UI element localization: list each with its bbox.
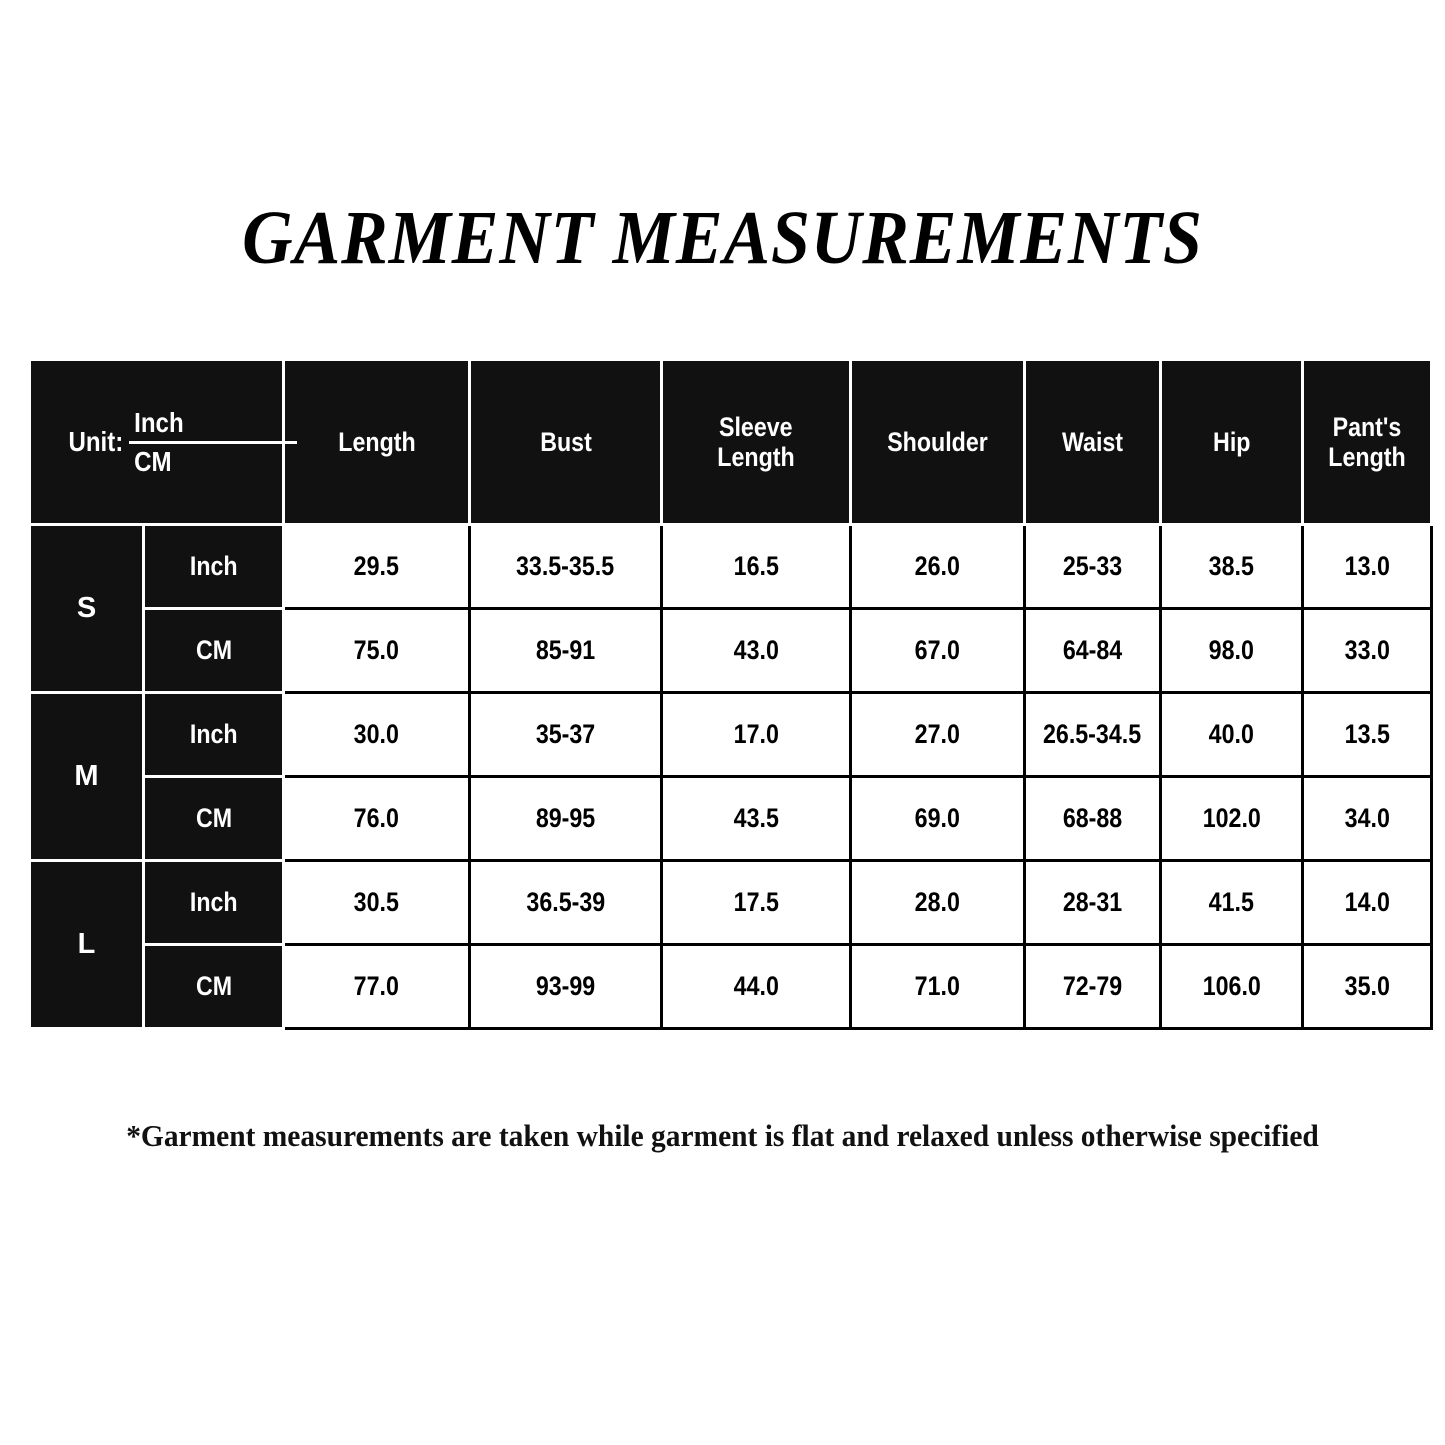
unit-cell-inch-text: Inch bbox=[189, 887, 238, 918]
cell-m-cm-hip: 102.0 bbox=[1159, 775, 1305, 862]
unit-cell-cm: CM bbox=[141, 775, 286, 862]
column-header-pants-line1: Pant's bbox=[1332, 411, 1402, 442]
size-label-m: M bbox=[28, 691, 145, 862]
cell-s-cm-bust: 85-91 bbox=[468, 607, 664, 694]
cell-l-inch-hip: 41.5 bbox=[1159, 859, 1305, 946]
cell-m-cm-length: 76.0 bbox=[282, 775, 472, 862]
size-label-m-text: M bbox=[74, 760, 99, 792]
column-header-sleeve-line1: Sleeve bbox=[719, 411, 793, 442]
cell-l-cm-pants-length: 35.0 bbox=[1301, 943, 1434, 1030]
cell-l-inch-length: 30.5 bbox=[282, 859, 472, 946]
table-row: M Inch 30.0 35-37 17.0 27.0 26.5-34.5 40… bbox=[28, 691, 1434, 862]
column-header-pants-line2: Length bbox=[1328, 442, 1406, 472]
page-title: GARMENT MEASUREMENTS bbox=[242, 196, 1203, 280]
cell-l-inch-pants-length: 14.0 bbox=[1301, 859, 1434, 946]
table-row: CM 77.0 93-99 44.0 71.0 72-79 106.0 35.0 bbox=[30, 943, 1434, 1030]
cell-s-inch-bust: 33.5-35.5 bbox=[468, 523, 664, 610]
cell-m-cm-shoulder: 69.0 bbox=[849, 775, 1027, 862]
cell-l-cm-hip: 106.0 bbox=[1159, 943, 1305, 1030]
column-header-shoulder: Shoulder bbox=[849, 358, 1027, 526]
cell-s-cm-pants-length: 33.0 bbox=[1301, 607, 1434, 694]
cell-l-inch-waist: 28-31 bbox=[1023, 859, 1163, 946]
cell-s-cm-hip: 98.0 bbox=[1159, 607, 1305, 694]
cell-s-inch-pants-length: 13.0 bbox=[1301, 523, 1434, 610]
cell-l-cm-sleeve-length: 44.0 bbox=[660, 943, 853, 1030]
size-label-l: L bbox=[28, 859, 145, 1030]
unit-numerator: Inch bbox=[134, 407, 184, 439]
table-header-row: Unit: Inch CM Length Bust Sleeve Length bbox=[27, 358, 1434, 526]
size-label-l-text: L bbox=[77, 928, 96, 960]
unit-cell-cm-text: CM bbox=[195, 971, 232, 1002]
cell-s-cm-sleeve-length: 43.0 bbox=[660, 607, 853, 694]
column-header-length-label: Length bbox=[337, 426, 416, 457]
size-label-s: S bbox=[28, 523, 145, 694]
cell-l-inch-sleeve-length: 17.5 bbox=[660, 859, 853, 946]
cell-m-inch-shoulder: 27.0 bbox=[849, 691, 1027, 778]
cell-m-inch-hip: 40.0 bbox=[1159, 691, 1305, 778]
unit-header-cell: Unit: Inch CM bbox=[27, 358, 297, 526]
column-header-hip: Hip bbox=[1159, 358, 1305, 526]
measurements-table-container: Unit: Inch CM Length Bust Sleeve Length bbox=[27, 358, 1434, 1030]
cell-m-inch-sleeve-length: 17.0 bbox=[660, 691, 853, 778]
unit-cell-inch: Inch bbox=[141, 691, 286, 778]
cell-s-cm-length: 75.0 bbox=[282, 607, 472, 694]
footnote-text: *Garment measurements are taken while ga… bbox=[126, 1118, 1319, 1153]
cell-m-inch-length: 30.0 bbox=[282, 691, 472, 778]
cell-s-inch-shoulder: 26.0 bbox=[849, 523, 1027, 610]
column-header-bust: Bust bbox=[468, 358, 664, 526]
size-label-s-text: S bbox=[76, 592, 97, 624]
cell-m-inch-bust: 35-37 bbox=[468, 691, 664, 778]
column-header-sleeve-length: Sleeve Length bbox=[660, 358, 853, 526]
cell-m-cm-bust: 89-95 bbox=[468, 775, 664, 862]
column-header-sleeve-line2: Length bbox=[717, 442, 795, 472]
unit-denominator: CM bbox=[134, 445, 172, 477]
cell-s-cm-waist: 64-84 bbox=[1023, 607, 1163, 694]
cell-m-inch-waist: 26.5-34.5 bbox=[1023, 691, 1163, 778]
measurements-table: Unit: Inch CM Length Bust Sleeve Length bbox=[27, 358, 1434, 1030]
cell-m-inch-pants-length: 13.5 bbox=[1301, 691, 1434, 778]
unit-cell-inch-text: Inch bbox=[189, 551, 238, 582]
cell-l-cm-length: 77.0 bbox=[282, 943, 472, 1030]
column-header-length: Length bbox=[282, 358, 472, 526]
table-row: S Inch 29.5 33.5-35.5 16.5 26.0 25-33 38… bbox=[28, 523, 1434, 694]
table-row: CM 76.0 89-95 43.5 69.0 68-88 102.0 34.0 bbox=[30, 775, 1434, 862]
cell-l-inch-shoulder: 28.0 bbox=[849, 859, 1027, 946]
unit-cell-inch: Inch bbox=[141, 859, 286, 946]
unit-fraction: Inch CM bbox=[128, 407, 297, 477]
fraction-bar bbox=[128, 440, 297, 444]
cell-l-cm-bust: 93-99 bbox=[468, 943, 664, 1030]
cell-l-cm-shoulder: 71.0 bbox=[849, 943, 1027, 1030]
cell-s-inch-waist: 25-33 bbox=[1023, 523, 1163, 610]
column-header-bust-label: Bust bbox=[539, 426, 592, 457]
unit-label: Unit: bbox=[68, 426, 124, 458]
cell-s-cm-shoulder: 67.0 bbox=[849, 607, 1027, 694]
cell-m-cm-sleeve-length: 43.5 bbox=[660, 775, 853, 862]
unit-cell-cm: CM bbox=[141, 607, 286, 694]
cell-s-inch-hip: 38.5 bbox=[1159, 523, 1305, 610]
column-header-waist: Waist bbox=[1023, 358, 1163, 526]
cell-l-inch-bust: 36.5-39 bbox=[468, 859, 664, 946]
table-row: L Inch 30.5 36.5-39 17.5 28.0 28-31 41.5… bbox=[28, 859, 1434, 1030]
unit-cell-inch: Inch bbox=[141, 523, 286, 610]
unit-cell-inch-text: Inch bbox=[189, 719, 238, 750]
cell-s-inch-sleeve-length: 16.5 bbox=[660, 523, 853, 610]
column-header-hip-label: Hip bbox=[1212, 426, 1251, 457]
cell-m-cm-waist: 68-88 bbox=[1023, 775, 1163, 862]
unit-cell-cm-text: CM bbox=[195, 635, 232, 666]
column-header-shoulder-label: Shoulder bbox=[887, 426, 988, 457]
column-header-waist-label: Waist bbox=[1061, 426, 1124, 457]
unit-cell-cm: CM bbox=[141, 943, 286, 1030]
cell-s-inch-length: 29.5 bbox=[282, 523, 472, 610]
table-row: CM 75.0 85-91 43.0 67.0 64-84 98.0 33.0 bbox=[30, 607, 1434, 694]
column-header-pants-length: Pant's Length bbox=[1301, 358, 1434, 526]
cell-m-cm-pants-length: 34.0 bbox=[1301, 775, 1434, 862]
cell-l-cm-waist: 72-79 bbox=[1023, 943, 1163, 1030]
unit-cell-cm-text: CM bbox=[195, 803, 232, 834]
